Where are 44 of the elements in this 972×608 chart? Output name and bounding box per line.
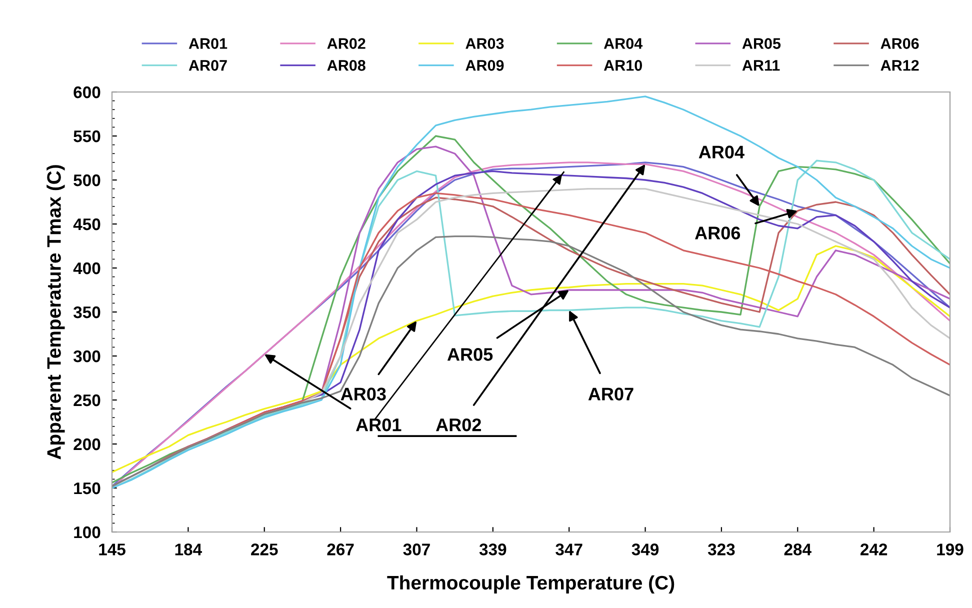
- annotation: AR03: [340, 388, 386, 400]
- x-tick-label: 339: [479, 544, 506, 556]
- y-tick-label: 450: [73, 218, 100, 230]
- y-tick-label: 200: [74, 438, 100, 450]
- legend-label: AR03: [466, 38, 504, 49]
- legend-label: AR01: [188, 38, 228, 49]
- y-tick-label: 150: [74, 482, 100, 494]
- legend-label: AR11: [742, 60, 780, 71]
- legend-label: AR08: [327, 60, 366, 71]
- x-tick-label: 199: [937, 544, 964, 556]
- annotation: AR02: [436, 418, 481, 432]
- legend-label: AR09: [466, 60, 504, 71]
- legend-label: AR05: [742, 38, 781, 49]
- x-tick-label: 323: [708, 544, 735, 556]
- x-tick-label: 242: [860, 544, 888, 556]
- legend-label: AR06: [880, 38, 919, 49]
- annotation: AR04: [698, 146, 744, 158]
- annotation: AR06: [695, 226, 740, 240]
- y-tick-label: 300: [73, 350, 100, 362]
- legend-label: AR02: [327, 38, 366, 49]
- y-tick-label: 400: [73, 262, 100, 274]
- legend-label: AR04: [604, 38, 643, 49]
- x-tick-label: 307: [403, 544, 430, 556]
- annotation: AR07: [588, 388, 634, 400]
- y-tick-label: 100: [74, 526, 100, 538]
- annotation: AR01: [356, 418, 402, 432]
- x-tick-label: 145: [99, 544, 126, 556]
- y-tick-label: 550: [74, 130, 100, 142]
- legend-label: AR07: [188, 60, 227, 71]
- y-tick-label: 350: [73, 306, 100, 318]
- x-tick-label: 267: [327, 544, 354, 556]
- y-axis-title: Apparent Temperature Tmax (C): [46, 165, 65, 460]
- legend-label: AR12: [880, 60, 919, 71]
- x-tick-label: 349: [632, 544, 659, 556]
- x-axis-title: Thermocouple Temperature (C): [387, 575, 674, 594]
- annotation: AR05: [447, 348, 493, 361]
- y-tick-label: 250: [74, 394, 100, 406]
- x-tick-label: 184: [175, 544, 202, 556]
- x-tick-label: 347: [556, 544, 582, 556]
- legend-label: AR10: [604, 60, 642, 71]
- x-tick-label: 284: [784, 544, 812, 556]
- y-tick-label: 600: [74, 86, 100, 98]
- x-tick-label: 225: [251, 544, 278, 556]
- y-tick-label: 500: [74, 174, 100, 186]
